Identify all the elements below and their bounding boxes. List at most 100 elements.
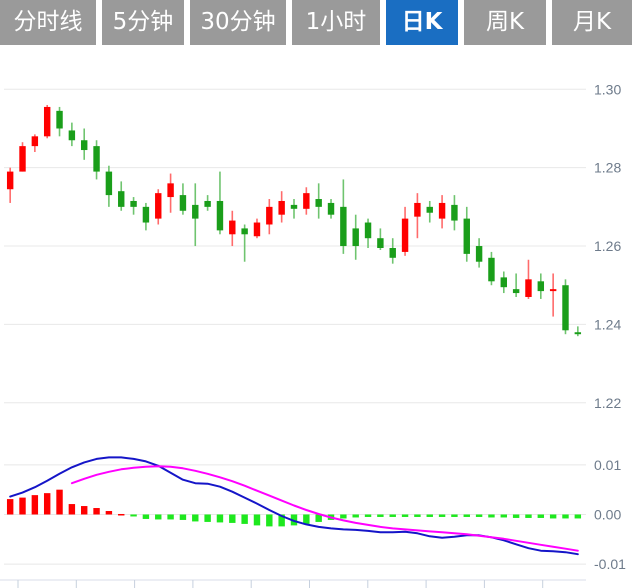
- macd-histogram-bar: [105, 511, 113, 515]
- candlestick[interactable]: [118, 181, 125, 211]
- candle-body: [179, 195, 187, 211]
- candlestick[interactable]: [401, 206, 409, 256]
- candle-body: [278, 200, 285, 215]
- candlestick[interactable]: [500, 271, 507, 294]
- tab-label: 5分钟: [112, 9, 174, 35]
- candlestick[interactable]: [562, 279, 569, 335]
- tab-label: 日K: [401, 9, 443, 35]
- candlestick[interactable]: [352, 214, 359, 260]
- candlestick[interactable]: [549, 273, 557, 317]
- tab-1hour[interactable]: 1小时: [292, 0, 380, 45]
- macd-histogram-bar: [475, 514, 483, 517]
- candle-body: [549, 289, 557, 292]
- macd-histogram-bar: [192, 514, 199, 522]
- macd-histogram-bar: [204, 514, 211, 522]
- candlestick[interactable]: [167, 173, 174, 213]
- macd-histogram-bar: [253, 514, 261, 526]
- candlestick[interactable]: [43, 104, 51, 139]
- candlestick[interactable]: [463, 206, 470, 262]
- candlestick[interactable]: [6, 167, 14, 203]
- macd-histogram-bar: [68, 504, 76, 515]
- candle-body: [389, 248, 396, 258]
- candle-body: [488, 257, 495, 282]
- candlestick[interactable]: [19, 142, 26, 172]
- candlestick[interactable]: [93, 140, 100, 180]
- tab-label: 1小时: [305, 9, 367, 35]
- candlestick[interactable]: [192, 183, 199, 247]
- macd-axis-label: -0.01: [594, 556, 626, 572]
- candlestick[interactable]: [68, 122, 76, 147]
- candlestick[interactable]: [290, 199, 298, 219]
- tab-timeline[interactable]: 分时线: [0, 0, 96, 45]
- macd-histogram-bar: [241, 514, 248, 524]
- price-axis-label: 1.24: [594, 316, 621, 332]
- candlestick[interactable]: [327, 199, 335, 219]
- macd-histogram-bar: [352, 514, 359, 518]
- chart-area: 1.30 1.28 1.26 1.24 1.22 0.01 0.00 -0.01: [0, 48, 644, 588]
- candlestick[interactable]: [266, 199, 273, 235]
- candle-body: [562, 285, 569, 331]
- candle-body: [204, 200, 211, 207]
- candlestick[interactable]: [512, 273, 520, 297]
- candlestick[interactable]: [451, 195, 458, 231]
- macd-histogram-bar: [389, 514, 396, 517]
- candle-body: [56, 110, 63, 129]
- candle-body: [130, 200, 137, 207]
- candlestick[interactable]: [216, 171, 224, 235]
- candlestick[interactable]: [179, 183, 187, 215]
- macd-histogram-bar: [266, 514, 273, 527]
- candle-body: [438, 202, 446, 219]
- candlestick[interactable]: [426, 200, 433, 223]
- macd-histogram-bar: [488, 514, 495, 518]
- candlestick[interactable]: [574, 326, 582, 337]
- candlestick[interactable]: [204, 195, 211, 211]
- candlestick[interactable]: [475, 238, 483, 268]
- tab-5min[interactable]: 5分钟: [102, 0, 184, 45]
- candlestick[interactable]: [364, 218, 372, 248]
- candlestick[interactable]: [253, 218, 261, 239]
- candlestick[interactable]: [315, 183, 322, 219]
- candlestick[interactable]: [438, 195, 446, 229]
- macd-histogram-bar: [19, 497, 26, 515]
- x-axis-ticks: [0, 579, 586, 588]
- candle-body: [290, 204, 298, 209]
- candlestick-series[interactable]: [6, 104, 582, 337]
- candlestick[interactable]: [525, 259, 532, 299]
- tab-monthly-k[interactable]: 月K: [552, 0, 632, 45]
- candlestick[interactable]: [130, 197, 137, 215]
- price-axis-label: 1.26: [594, 238, 621, 254]
- candlestick[interactable]: [105, 165, 113, 207]
- tab-daily-k[interactable]: 日K: [386, 0, 458, 45]
- candlestick[interactable]: [229, 210, 236, 247]
- candlestick[interactable]: [377, 228, 384, 250]
- candlestick[interactable]: [142, 202, 150, 231]
- candle-body: [43, 106, 51, 137]
- macd-histogram-bar: [229, 514, 236, 523]
- macd-histogram-bar: [512, 514, 520, 518]
- macd-histogram-bar: [142, 514, 150, 519]
- candlestick[interactable]: [31, 134, 39, 152]
- candle-body: [463, 218, 470, 254]
- macd-histogram-bar: [537, 514, 545, 518]
- candlestick[interactable]: [241, 224, 248, 262]
- candle-body: [475, 246, 483, 262]
- candlestick[interactable]: [303, 187, 310, 215]
- candlestick[interactable]: [488, 251, 495, 286]
- tab-weekly-k[interactable]: 周K: [464, 0, 546, 45]
- candlestick[interactable]: [155, 189, 162, 225]
- macd-histogram-bar: [562, 514, 569, 519]
- candlestick[interactable]: [81, 128, 88, 160]
- candlestick[interactable]: [56, 106, 63, 137]
- candlestick[interactable]: [340, 179, 347, 254]
- timeframe-tab-bar: 分时线 5分钟 30分钟 1小时 日K 周K 月K: [0, 0, 644, 48]
- candlestick[interactable]: [278, 191, 285, 223]
- candle-body: [216, 200, 224, 231]
- tab-30min[interactable]: 30分钟: [190, 0, 286, 45]
- macd-histogram-bar: [414, 514, 421, 517]
- candle-body: [142, 206, 150, 223]
- candlestick[interactable]: [537, 273, 545, 299]
- macd-histogram-bar: [525, 514, 532, 518]
- candlestick[interactable]: [414, 193, 421, 239]
- candle-body: [401, 218, 409, 252]
- candlestick[interactable]: [389, 238, 396, 264]
